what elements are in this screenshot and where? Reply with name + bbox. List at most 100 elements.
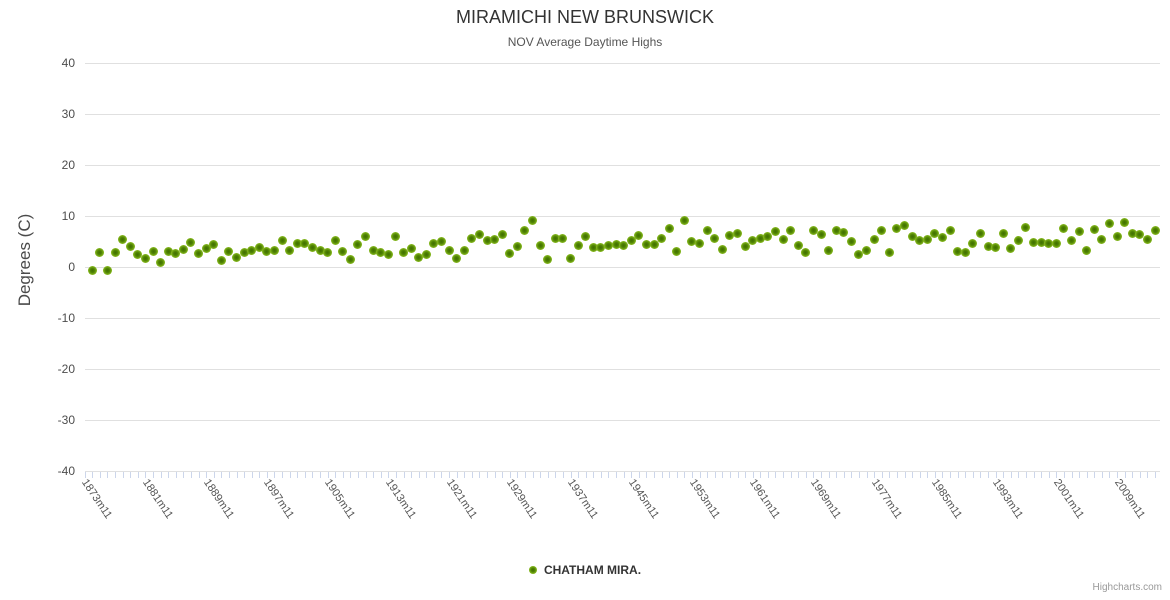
data-point[interactable] [87, 265, 97, 275]
data-point[interactable] [110, 247, 120, 257]
data-point[interactable] [649, 239, 659, 249]
data-point[interactable] [1059, 223, 1069, 233]
data-point[interactable] [915, 235, 925, 245]
data-point[interactable] [983, 241, 993, 251]
data-point[interactable] [679, 216, 689, 226]
data-point[interactable] [763, 231, 773, 241]
data-point[interactable] [148, 247, 158, 257]
data-point[interactable] [376, 248, 386, 258]
data-point[interactable] [421, 250, 431, 260]
data-point[interactable] [770, 227, 780, 237]
data-point[interactable] [603, 240, 613, 250]
data-point[interactable] [436, 237, 446, 246]
data-point[interactable] [725, 231, 735, 241]
data-point[interactable] [922, 235, 932, 245]
data-point[interactable] [793, 240, 803, 250]
data-point[interactable] [368, 245, 378, 255]
data-point[interactable] [626, 236, 636, 246]
data-point[interactable] [459, 246, 469, 256]
data-point[interactable] [254, 243, 264, 253]
data-point[interactable] [543, 254, 553, 264]
data-point[interactable] [224, 247, 234, 257]
data-point[interactable] [1029, 238, 1039, 248]
data-point[interactable] [194, 249, 204, 259]
data-point[interactable] [1006, 243, 1016, 253]
data-point[interactable] [937, 232, 947, 242]
data-point[interactable] [125, 242, 135, 252]
data-point[interactable] [1013, 235, 1023, 245]
data-point[interactable] [307, 243, 317, 253]
data-point[interactable] [133, 250, 143, 260]
data-point[interactable] [1051, 238, 1061, 248]
data-point[interactable] [178, 244, 188, 254]
data-point[interactable] [558, 233, 568, 243]
data-point[interactable] [619, 241, 629, 251]
data-point[interactable] [740, 241, 750, 251]
data-point[interactable] [535, 240, 545, 250]
data-point[interactable] [95, 248, 105, 258]
data-point[interactable] [975, 229, 985, 239]
data-point[interactable] [930, 229, 940, 239]
data-point[interactable] [330, 236, 340, 246]
data-point[interactable] [429, 238, 439, 248]
data-point[interactable] [717, 244, 727, 254]
data-point[interactable] [573, 240, 583, 250]
data-point[interactable] [566, 253, 575, 263]
data-point[interactable] [209, 240, 219, 250]
data-point[interactable] [1150, 226, 1160, 236]
data-point[interactable] [232, 252, 242, 262]
data-point[interactable] [846, 237, 856, 246]
data-point[interactable] [733, 229, 742, 239]
data-point[interactable] [1036, 238, 1046, 248]
data-point[interactable] [778, 234, 788, 244]
data-point[interactable] [452, 254, 462, 264]
data-point[interactable] [755, 233, 765, 243]
data-point[interactable] [361, 231, 371, 241]
data-point[interactable] [323, 248, 333, 258]
data-point[interactable] [467, 233, 477, 243]
data-point[interactable] [315, 246, 325, 256]
data-point[interactable] [140, 254, 150, 264]
legend-item-chatham-mira[interactable]: CHATHAM MIRA. [528, 563, 641, 577]
data-point[interactable] [444, 246, 454, 256]
data-point[interactable] [292, 238, 302, 248]
data-point[interactable] [664, 223, 674, 233]
data-point[interactable] [505, 248, 515, 258]
data-point[interactable] [907, 231, 917, 241]
data-point[interactable] [702, 226, 712, 236]
data-point[interactable] [991, 242, 1001, 252]
data-point[interactable] [285, 245, 295, 255]
data-point[interactable] [482, 236, 492, 246]
data-point[interactable] [269, 246, 279, 256]
data-point[interactable] [353, 239, 363, 249]
data-point[interactable] [596, 243, 606, 253]
data-point[interactable] [808, 226, 818, 236]
data-point[interactable] [786, 226, 796, 236]
data-point[interactable] [862, 246, 872, 256]
data-point[interactable] [1021, 222, 1031, 232]
data-point[interactable] [831, 226, 841, 236]
data-point[interactable] [824, 245, 834, 255]
data-point[interactable] [657, 233, 667, 243]
data-point[interactable] [968, 238, 978, 248]
data-point[interactable] [816, 230, 826, 240]
data-point[interactable] [118, 235, 128, 245]
data-point[interactable] [277, 236, 287, 246]
data-point[interactable] [1120, 218, 1130, 228]
data-point[interactable] [171, 248, 181, 258]
data-point[interactable] [497, 230, 507, 240]
data-point[interactable] [695, 238, 705, 248]
data-point[interactable] [1044, 238, 1054, 248]
data-point[interactable] [345, 255, 355, 265]
highcharts-credit-link[interactable]: Highcharts.com [1092, 582, 1162, 593]
data-point[interactable] [801, 248, 811, 258]
data-point[interactable] [1104, 218, 1114, 228]
data-point[interactable] [953, 247, 963, 257]
data-point[interactable] [338, 247, 348, 257]
data-point[interactable] [300, 238, 310, 248]
data-point[interactable] [641, 239, 651, 249]
data-point[interactable] [672, 247, 682, 257]
data-point[interactable] [854, 250, 864, 260]
data-point[interactable] [391, 231, 401, 241]
data-point[interactable] [383, 250, 393, 260]
